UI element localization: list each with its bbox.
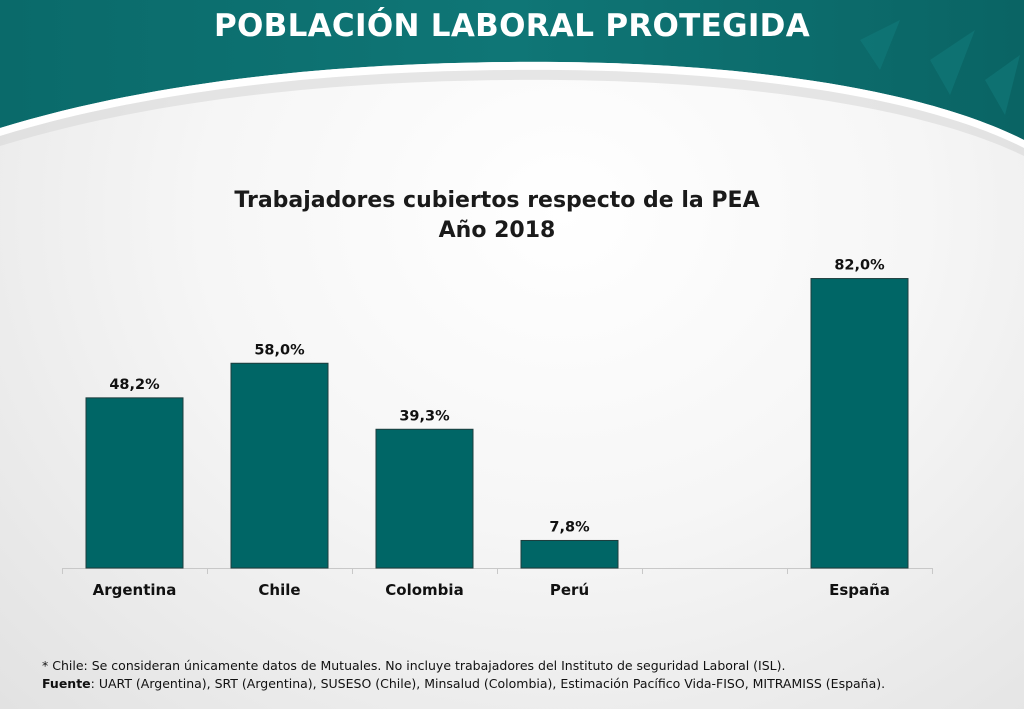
bar-chart: 48,2% Argentina 58,0% Chile 39,3% Colombia 7,8… xyxy=(62,258,933,599)
x-tick-label: Colombia xyxy=(385,581,463,599)
slide-title: POBLACIÓN LABORAL PROTEGIDA xyxy=(213,8,811,44)
x-tick-label: Perú xyxy=(550,581,589,599)
data-label: 48,2% xyxy=(109,377,160,393)
header-banner xyxy=(0,0,1024,156)
bar xyxy=(810,278,909,569)
chart-title: Trabajadores cubiertos respecto de la PE… xyxy=(234,188,760,213)
bar xyxy=(520,539,619,569)
x-tick-label: Argentina xyxy=(93,581,177,599)
x-tick-label: Chile xyxy=(258,581,300,599)
bar xyxy=(230,362,329,569)
source-label: Fuente xyxy=(42,676,91,691)
data-label: 58,0% xyxy=(254,342,305,358)
bar xyxy=(85,397,184,569)
source-text: : UART (Argentina), SRT (Argentina), SUS… xyxy=(90,676,886,691)
data-label: 82,0% xyxy=(834,258,885,274)
data-label: 7,8% xyxy=(549,519,590,535)
x-tick-label: España xyxy=(829,581,890,599)
footnotes: * Chile: Se consideran únicamente datos … xyxy=(42,657,885,693)
chart-title-block: Trabajadores cubiertos respecto de la PE… xyxy=(172,186,822,246)
chart-subtitle: Año 2018 xyxy=(438,218,556,243)
data-label: 39,3% xyxy=(399,408,450,424)
chile-note: * Chile: Se consideran únicamente datos … xyxy=(42,658,786,673)
bar xyxy=(375,428,474,569)
source-line: Fuente: UART (Argentina), SRT (Argentina… xyxy=(42,675,885,693)
